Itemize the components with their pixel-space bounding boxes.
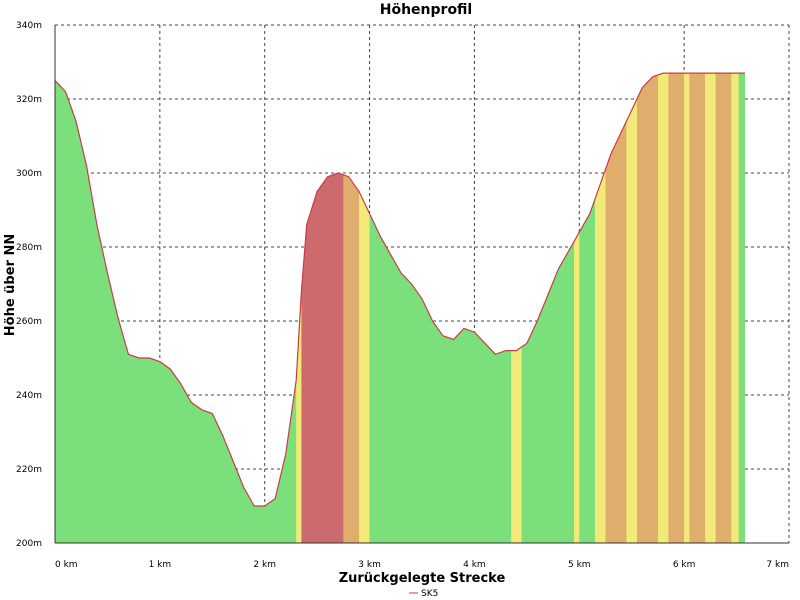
y-tick-label: 320m — [16, 95, 42, 105]
x-tick-label: 2 km — [253, 560, 276, 570]
area-fill-band — [668, 73, 685, 543]
area-fill-band — [359, 73, 371, 543]
x-tick-label: 4 km — [463, 560, 486, 570]
x-tick-label: 6 km — [673, 560, 696, 570]
x-tick-label: 7 km — [766, 560, 789, 570]
x-tick-labels: 0 km 1 km 2 km 3 km 4 km 5 km 6 km 7 km — [55, 560, 789, 570]
area-fill-band — [343, 73, 360, 543]
y-tick-label: 300m — [16, 169, 42, 179]
x-tick-label: 1 km — [149, 560, 172, 570]
area-fill-band — [626, 73, 638, 543]
area-fill-bands — [55, 73, 745, 543]
area-fill-band — [689, 73, 706, 543]
y-tick-labels: 200m 220m 240m 260m 280m 300m 320m 340m — [16, 21, 42, 549]
y-axis-label: Höhe über NN — [3, 234, 18, 336]
y-tick-label: 220m — [16, 465, 42, 475]
y-tick-label: 280m — [16, 243, 42, 253]
y-tick-label: 200m — [16, 539, 42, 549]
legend-label-sk5: SK5 — [421, 589, 438, 599]
area-fill-band — [574, 73, 580, 543]
chart-title: Höhenprofil — [380, 2, 472, 18]
area-fill-band — [55, 73, 297, 543]
y-tick-label: 340m — [16, 21, 42, 31]
area-fill-band — [738, 73, 745, 543]
area-fill-band — [369, 73, 512, 543]
area-fill-band — [657, 73, 669, 543]
area-fill-band — [715, 73, 732, 543]
x-axis-label: Zurückgelegte Strecke — [339, 571, 506, 586]
y-tick-label: 240m — [16, 391, 42, 401]
series-line-sk5 — [54, 72, 745, 507]
area-fill-band — [705, 73, 717, 543]
area-fill-band — [521, 73, 575, 543]
legend: SK5 — [409, 589, 438, 599]
area-fill — [55, 73, 745, 543]
y-tick-label: 260m — [16, 317, 42, 327]
area-fill-band — [301, 73, 344, 543]
area-fill-band — [511, 73, 523, 543]
area-fill-band — [579, 73, 596, 543]
area-fill-band — [636, 73, 659, 543]
area-fill-band — [296, 73, 302, 543]
series-line-layer — [54, 72, 745, 507]
area-fill-band — [684, 73, 690, 543]
axes — [54, 25, 789, 544]
area-fill-band — [595, 73, 606, 543]
x-tick-label: 0 km — [55, 560, 78, 570]
x-tick-label: 3 km — [358, 560, 381, 570]
area-fill-band — [605, 73, 627, 543]
x-tick-label: 5 km — [568, 560, 591, 570]
area-fill-band — [731, 73, 740, 543]
